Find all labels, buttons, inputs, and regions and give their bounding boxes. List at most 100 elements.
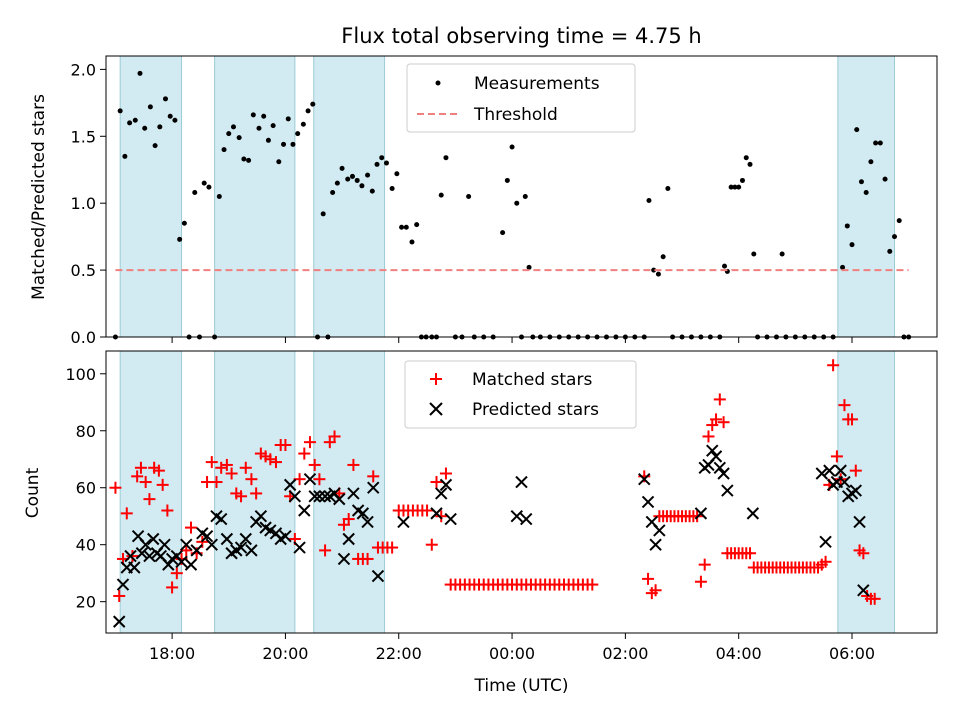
matched-star-point <box>113 589 126 602</box>
predicted-star-point <box>143 549 156 563</box>
predicted-star-point <box>128 561 141 574</box>
matched-star-point <box>180 544 193 557</box>
measurement-point <box>345 176 351 182</box>
observing-window-shades <box>119 350 896 634</box>
ratio-series <box>112 70 912 340</box>
measurement-point <box>863 189 869 195</box>
matched-star-point <box>868 592 881 605</box>
matched-star-point <box>205 456 218 469</box>
measurement-point <box>655 271 661 277</box>
matched-star-point <box>210 476 223 489</box>
measurement-point <box>646 198 652 204</box>
predicted-star-point <box>245 544 258 557</box>
matched-star-point <box>308 458 321 471</box>
measurement-point <box>868 159 874 165</box>
legend-matched-swatch <box>430 373 442 385</box>
matched-star-point <box>152 464 165 477</box>
matched-star-point <box>250 487 263 500</box>
measurement-point <box>882 176 888 182</box>
matched-star-point <box>293 473 306 486</box>
measurement-point <box>660 254 666 260</box>
measurement-point <box>359 183 365 189</box>
matched-star-point <box>649 584 662 597</box>
matched-star-point <box>425 538 438 551</box>
measurement-point <box>854 127 860 133</box>
measurement-point <box>509 144 515 150</box>
measurement-point <box>221 147 227 153</box>
x-tick-label: 00:00 <box>489 644 535 663</box>
y-tick-label: 80 <box>76 422 96 441</box>
measurement-point <box>117 108 123 114</box>
predicted-star-point <box>333 492 346 506</box>
x-tick-label: 02:00 <box>602 644 648 663</box>
predicted-star-point <box>857 584 870 597</box>
matched-star-point <box>279 439 292 451</box>
predicted-star-point <box>439 478 453 492</box>
matched-star-point <box>439 467 452 480</box>
measurement-point <box>840 264 846 270</box>
measurement-point <box>739 177 745 183</box>
matched-star-point <box>235 490 248 503</box>
measurement-point <box>743 155 749 161</box>
predicted-star-point <box>815 467 829 480</box>
measurement-point <box>236 135 242 141</box>
predicted-star-point <box>444 512 457 526</box>
matched-star-point <box>170 567 183 580</box>
matched-star-point <box>421 504 434 517</box>
measurement-point <box>172 117 178 123</box>
measurement-point <box>230 124 236 130</box>
predicted-star-point <box>318 490 332 503</box>
chart-title: Flux total observing time = 4.75 h <box>341 24 701 48</box>
predicted-star-point <box>139 538 152 551</box>
matched-star-point <box>245 473 258 486</box>
matched-star-point <box>328 430 341 443</box>
measurement-point <box>414 222 420 228</box>
measurement-point <box>849 242 855 248</box>
top-legend: Measurements Threshold <box>406 63 636 133</box>
measurement-point <box>349 173 355 179</box>
legend-threshold-label: Threshold <box>473 105 558 125</box>
measurement-point <box>241 156 247 162</box>
predicted-star-point <box>200 529 214 543</box>
predicted-star-point <box>303 472 317 486</box>
measurement-point <box>192 189 198 195</box>
matched-star-point <box>819 555 832 568</box>
measurement-point <box>500 230 506 236</box>
measurement-point <box>330 189 336 195</box>
measurement-point <box>152 143 158 149</box>
predicted-star-point <box>819 535 832 549</box>
matched-star-point <box>109 481 122 494</box>
observing-window-shade <box>837 55 896 338</box>
predicted-star-point <box>823 464 836 477</box>
measurement-point <box>526 264 532 270</box>
measurement-point <box>514 200 520 206</box>
predicted-star-point <box>510 510 523 523</box>
measurement-point <box>162 96 168 102</box>
legend-matched-label: Matched stars <box>472 370 592 390</box>
predicted-star-point <box>313 490 326 503</box>
legend-measurements-label: Measurements <box>474 74 600 94</box>
matched-star-point <box>215 461 228 474</box>
matched-star-point <box>264 453 277 466</box>
measurement-point <box>201 180 207 186</box>
matched-star-point <box>435 510 448 523</box>
observing-window-shade <box>837 350 896 634</box>
measurement-point <box>858 179 864 185</box>
matched-star-point <box>269 456 282 469</box>
measurement-point <box>250 112 256 118</box>
matched-star-point <box>298 447 311 460</box>
count-series <box>109 359 881 628</box>
measurement-point <box>216 194 222 199</box>
measurement-point <box>127 120 133 126</box>
measurement-point <box>844 223 850 229</box>
measurement-point <box>177 236 183 242</box>
predicted-star-point <box>342 532 355 546</box>
predicted-star-point <box>717 467 730 480</box>
measurement-point <box>877 140 883 146</box>
predicted-star-point <box>124 549 137 563</box>
matched-star-point <box>846 413 859 426</box>
predicted-star-point <box>337 552 351 566</box>
predicted-star-point <box>175 555 188 568</box>
matched-star-point <box>126 550 139 563</box>
bottom-panel-counts: 20 40 60 80 100 18:00 20:00 22:00 00:00 02:00 04:0… <box>23 350 938 696</box>
